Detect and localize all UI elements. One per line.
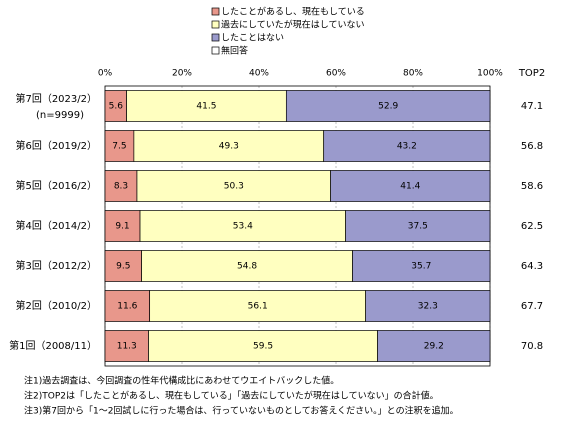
bar-segment — [285, 90, 491, 122]
value-label: 37.5 — [408, 222, 428, 232]
category-label: 第3回（2012/2） — [15, 259, 97, 272]
legend-swatch — [211, 33, 220, 42]
value-label: 7.5 — [112, 142, 126, 152]
legend-label: したことはない — [221, 33, 284, 44]
value-label: 32.3 — [418, 302, 438, 312]
value-label: 11.6 — [117, 302, 137, 312]
top2-value: 47.1 — [521, 101, 543, 112]
x-tick-label: 60% — [326, 69, 346, 79]
value-label: 53.4 — [233, 222, 253, 232]
top2-header: TOP2 — [518, 68, 545, 79]
value-label: 50.3 — [224, 182, 244, 192]
x-tick-label: 20% — [172, 69, 192, 79]
top2-value: 56.8 — [521, 141, 543, 152]
footnote: 注3)第7回から「1～2回試しに行った場合は、行っていないものとしてお答えくださ… — [24, 405, 459, 417]
value-label: 49.3 — [219, 142, 239, 152]
legend-swatch — [211, 20, 220, 29]
value-label: 52.9 — [378, 102, 398, 112]
value-label: 5.6 — [109, 102, 124, 112]
x-tick-label: 0% — [98, 69, 113, 79]
bar-segment — [377, 330, 491, 362]
footnote: 注2)TOP2は「したことがあるし、現在もしている」「過去にしていたが現在はして… — [24, 390, 439, 402]
bar-segment — [352, 250, 491, 282]
value-label: 56.1 — [248, 302, 268, 312]
top2-value: 58.6 — [521, 181, 543, 192]
bar-segment — [148, 330, 378, 362]
top2-value: 64.3 — [521, 261, 543, 272]
category-label: 第6回（2019/2） — [15, 139, 97, 152]
legend-swatch — [211, 7, 220, 16]
category-note: (n=9999) — [36, 110, 84, 121]
category-label: 第7回（2023/2） — [15, 92, 97, 105]
bar-segment — [139, 210, 346, 242]
value-label: 29.2 — [424, 342, 444, 352]
legend-swatch — [211, 46, 220, 55]
top2-value: 67.7 — [521, 301, 543, 312]
category-label: 第2回（2010/2） — [15, 299, 97, 312]
value-label: 43.2 — [397, 142, 417, 152]
bar-segment — [133, 130, 325, 162]
legend-label: 無回答 — [221, 45, 248, 57]
value-label: 59.5 — [253, 342, 273, 352]
bar-segment — [323, 130, 491, 162]
footnote: 注1)過去調査は、今回調査の性年代構成比にあわせてウエイトバックした値。 — [24, 375, 339, 387]
top2-value: 70.8 — [521, 341, 543, 352]
top2-value: 62.5 — [521, 221, 543, 232]
value-label: 8.3 — [114, 182, 128, 192]
category-label: 第1回（2008/11） — [9, 339, 97, 352]
bar-segment — [330, 170, 491, 202]
x-tick-label: 40% — [249, 69, 269, 79]
x-tick-label: 80% — [403, 69, 423, 79]
bar-segment — [104, 130, 135, 162]
value-label: 54.8 — [237, 262, 257, 272]
bar-segment — [104, 210, 141, 242]
value-label: 35.7 — [411, 262, 431, 272]
bar-segment — [345, 210, 491, 242]
bar-segment — [104, 250, 142, 282]
bar-segment — [365, 290, 491, 322]
value-label: 41.5 — [196, 102, 216, 112]
legend-label: 過去にしていたが現在はしていない — [221, 19, 364, 31]
value-label: 9.5 — [116, 262, 130, 272]
value-label: 9.1 — [115, 222, 129, 232]
value-label: 41.4 — [400, 182, 420, 192]
bar-segment — [104, 330, 149, 362]
category-label: 第5回（2016/2） — [15, 179, 97, 192]
legend-label: したことがあるし、現在もしている — [221, 6, 365, 18]
x-tick-label: 100% — [477, 69, 503, 79]
category-label: 第4回（2014/2） — [15, 219, 97, 232]
bar-segment — [126, 90, 287, 122]
bar-segment — [141, 250, 353, 282]
value-label: 11.3 — [117, 342, 137, 352]
